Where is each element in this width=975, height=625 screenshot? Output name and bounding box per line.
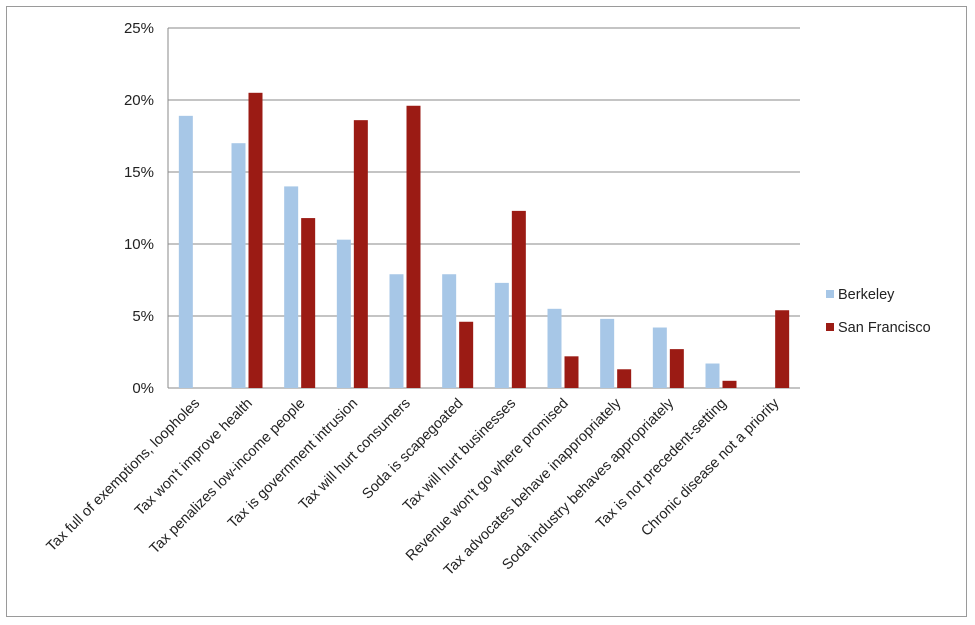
legend-swatch [826, 323, 834, 331]
legend-label: Berkeley [838, 287, 895, 303]
bar-berkeley [442, 274, 457, 388]
y-tick-label: 20% [124, 92, 154, 109]
bar-san-francisco [564, 356, 579, 388]
bar-berkeley [336, 239, 351, 388]
chart-frame [6, 6, 967, 617]
y-tick-label: 25% [124, 20, 154, 37]
bar-san-francisco [301, 218, 316, 388]
bar-san-francisco [353, 120, 368, 388]
bar-berkeley [389, 274, 404, 388]
legend-label: San Francisco [838, 320, 931, 336]
bar-berkeley [494, 282, 509, 388]
bar-san-francisco [511, 210, 526, 388]
bar-san-francisco [669, 349, 684, 388]
bar-berkeley [178, 115, 193, 388]
bar-berkeley [547, 308, 562, 388]
bar-berkeley [705, 363, 720, 388]
bar-berkeley [652, 327, 667, 388]
y-tick-label: 10% [124, 236, 154, 253]
y-tick-label: 5% [132, 308, 154, 325]
bar-san-francisco [248, 92, 263, 389]
bar-san-francisco [617, 369, 632, 388]
bar-berkeley [284, 186, 299, 388]
bar-san-francisco [459, 321, 474, 388]
y-tick-label: 0% [132, 380, 154, 397]
x-tick-label: Soda is scapegoated [359, 396, 466, 503]
bar-san-francisco [775, 310, 790, 388]
bar-berkeley [600, 318, 615, 388]
bar-san-francisco [722, 380, 737, 388]
bar-san-francisco [406, 105, 421, 388]
legend-swatch [826, 290, 834, 298]
bar-berkeley [231, 143, 246, 388]
y-tick-label: 15% [124, 164, 154, 181]
